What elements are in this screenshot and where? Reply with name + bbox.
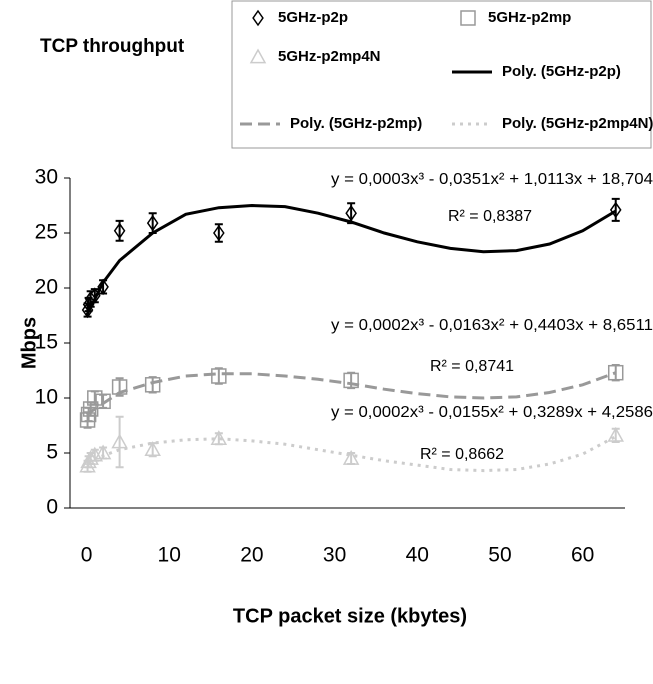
data-point [146, 214, 159, 232]
x-tick-label: 30 [323, 544, 346, 567]
x-axis-label: TCP packet size (kbytes) [233, 605, 467, 627]
x-tick-label: 40 [406, 544, 429, 567]
trend-equation: R² = 0,8741 [430, 358, 514, 375]
data-point [144, 441, 161, 457]
data-point [343, 372, 359, 389]
y-tick-label: 25 [35, 221, 58, 244]
legend-marker [460, 10, 476, 26]
x-tick-label: 60 [571, 544, 594, 567]
legend-label: 5GHz-p2mp [488, 9, 571, 26]
data-point [607, 364, 624, 381]
legend-label: Poly. (5GHz-p2mp4N) [502, 115, 653, 132]
trend-equation: y = 0,0002x³ - 0,0155x² + 0,3289x + 4,25… [331, 404, 653, 421]
data-point [79, 457, 96, 473]
data-point [113, 222, 126, 240]
trend-equation: y = 0,0002x³ - 0,0163x² + 0,4403x + 8,65… [331, 317, 653, 334]
y-tick-label: 20 [35, 276, 58, 299]
trend-equation: R² = 0,8662 [420, 446, 504, 463]
data-point [80, 406, 97, 423]
y-axis-label: Mbps [18, 317, 40, 369]
data-point [213, 224, 225, 242]
error-bar [115, 377, 124, 397]
data-point [111, 379, 128, 395]
data-point [97, 278, 109, 296]
data-point [111, 433, 128, 449]
data-point [609, 201, 622, 219]
data-point [345, 204, 357, 222]
x-tick-label: 0 [81, 544, 93, 567]
data-point [144, 377, 161, 393]
legend-label: Poly. (5GHz-p2mp) [290, 115, 422, 132]
y-tick-label: 10 [35, 386, 58, 409]
legend-label: Poly. (5GHz-p2p) [502, 63, 621, 80]
legend-marker [252, 9, 264, 27]
legend-marker [249, 48, 267, 64]
data-point [94, 444, 112, 460]
data-point [79, 412, 96, 428]
y-tick-label: 30 [35, 166, 58, 189]
trend-equation: y = 0,0003x³ - 0,0351x² + 1,0113x + 18,7… [331, 171, 653, 188]
legend-box [231, 0, 652, 149]
trend-line [85, 203, 617, 317]
data-point [607, 426, 625, 442]
y-tick-label: 15 [35, 331, 58, 354]
data-point [211, 368, 227, 384]
data-point [210, 430, 228, 446]
y-tick-label: 5 [46, 441, 58, 464]
data-point [88, 287, 101, 305]
data-point [87, 390, 103, 406]
x-tick-label: 20 [240, 544, 263, 567]
trend-equation: R² = 0,8387 [448, 208, 532, 225]
y-tick-label: 0 [46, 496, 58, 519]
data-point [95, 393, 111, 410]
error-bar [115, 415, 124, 469]
x-tick-label: 10 [158, 544, 181, 567]
x-tick-label: 50 [488, 544, 511, 567]
chart-title: TCP throughput [40, 36, 185, 57]
data-point [342, 449, 360, 465]
legend-label: 5GHz-p2p [278, 9, 348, 26]
legend-label: 5GHz-p2mp4N [278, 48, 381, 65]
